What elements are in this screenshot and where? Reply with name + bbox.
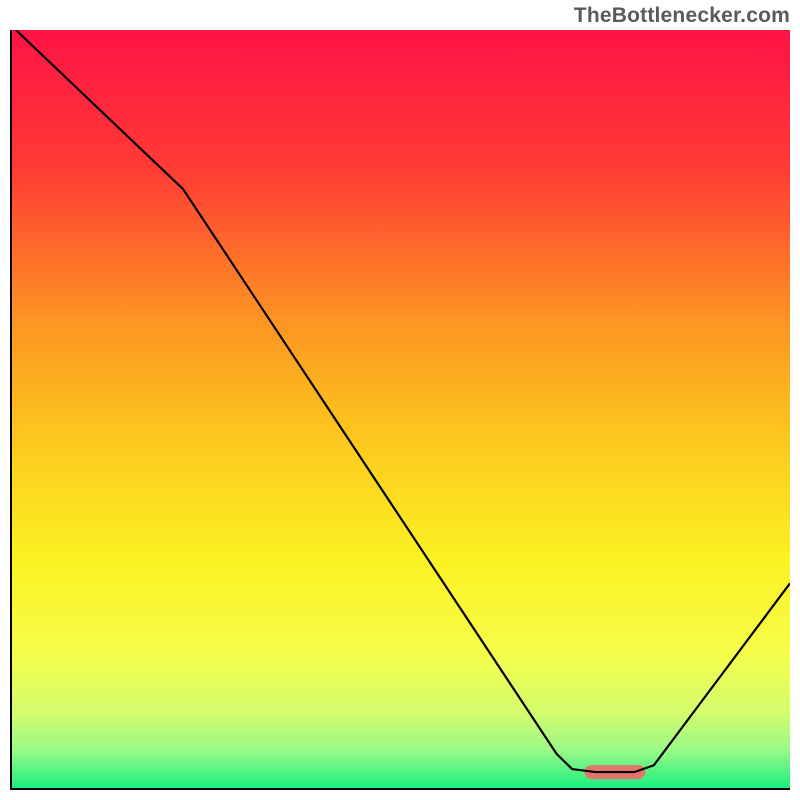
plot-area [10,30,790,790]
chart-container: TheBottlenecker.com [0,0,800,800]
gradient-background [12,30,790,788]
chart-svg [12,30,790,788]
attribution-label: TheBottlenecker.com [574,4,790,28]
